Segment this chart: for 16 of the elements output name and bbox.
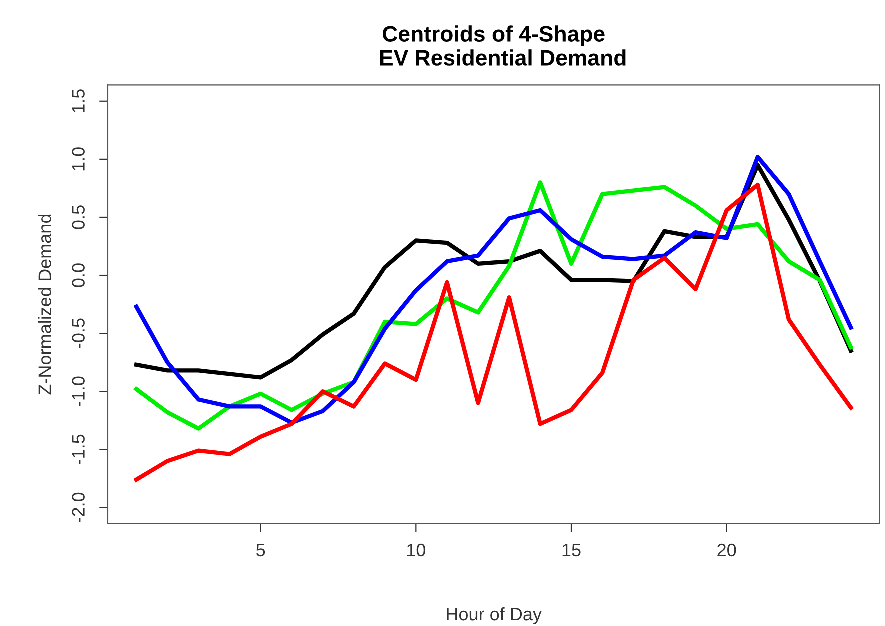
y-tick-label: -1.0 — [72, 376, 85, 406]
y-axis-title: Z-Normalized Demand — [38, 214, 52, 395]
chart-title: Centroids of 4-Shape EV Residential Demand — [380, 26, 626, 66]
x-tick-label: 15 — [562, 544, 581, 557]
y-tick-label: -1.5 — [72, 434, 85, 464]
y-tick-label: 0.0 — [72, 264, 85, 288]
x-tick-label: 20 — [718, 544, 736, 557]
x-tick-label: 10 — [407, 544, 426, 557]
y-tick-label: 0.5 — [72, 206, 85, 230]
x-tick-label: 5 — [256, 544, 266, 557]
x-axis-title: Hour of Day — [447, 607, 542, 624]
y-tick-label: -2.0 — [72, 492, 85, 522]
line-series — [134, 182, 854, 482]
y-tick-label: 1.5 — [72, 90, 85, 113]
y-tick-label: -0.5 — [72, 318, 85, 348]
y-tick-label: 1.0 — [72, 148, 85, 171]
